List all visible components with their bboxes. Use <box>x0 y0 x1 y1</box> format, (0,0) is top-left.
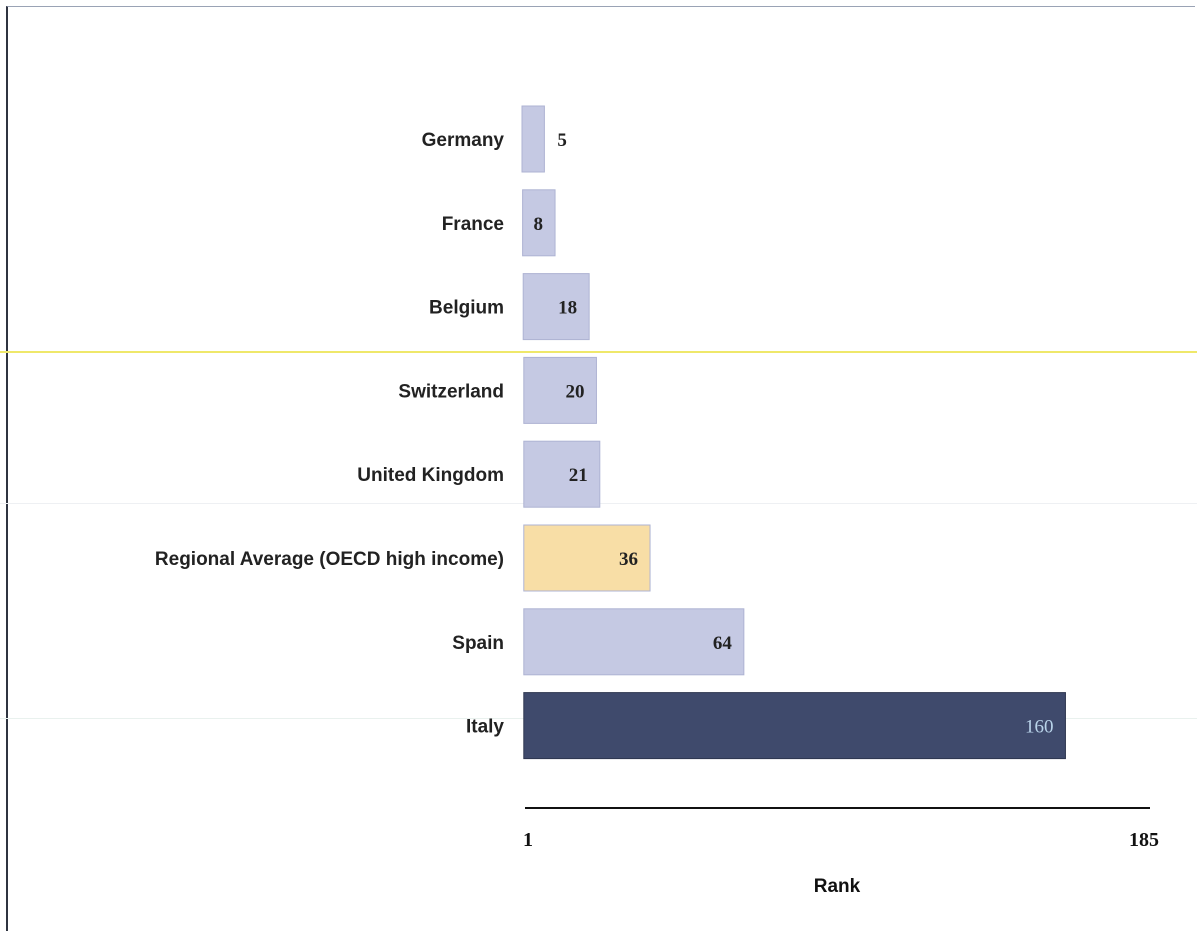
bar-italy <box>523 692 1066 760</box>
category-label: France <box>442 214 504 235</box>
category-label: Belgium <box>429 298 504 319</box>
value-labels: 5 8 18 20 21 36 64 160 <box>534 130 1054 738</box>
category-label: Germany <box>422 130 505 151</box>
scan-line-yellow <box>0 351 1197 353</box>
value-label: 18 <box>558 298 577 319</box>
category-label: Spain <box>452 633 504 654</box>
value-label: 21 <box>569 465 588 486</box>
category-label: United Kingdom <box>357 465 504 486</box>
bar-france <box>522 189 556 257</box>
bar-switzerland <box>523 356 597 424</box>
bar-regional-average-oecd-high-income <box>523 524 651 592</box>
x-tick-min: 1 <box>523 829 533 851</box>
chart-frame <box>6 6 1195 931</box>
bar-united-kingdom <box>523 440 601 508</box>
value-label: 8 <box>534 214 544 235</box>
category-labels: Germany France Belgium Switzerland United Ki… <box>155 130 505 738</box>
value-label: 36 <box>619 549 638 570</box>
category-label: Switzerland <box>398 381 504 402</box>
value-label: 5 <box>557 130 567 151</box>
value-label: 20 <box>565 381 584 402</box>
bar-spain <box>523 608 745 676</box>
x-axis-title: Rank <box>814 876 861 897</box>
x-tick-max: 185 <box>1129 829 1159 851</box>
value-label: 160 <box>1025 717 1054 738</box>
category-label: Italy <box>466 717 504 738</box>
bar-belgium <box>522 273 590 341</box>
category-label: Regional Average (OECD high income) <box>155 549 504 570</box>
bars-layer <box>521 105 1066 760</box>
bar-germany <box>521 105 545 173</box>
value-label: 64 <box>713 633 733 654</box>
